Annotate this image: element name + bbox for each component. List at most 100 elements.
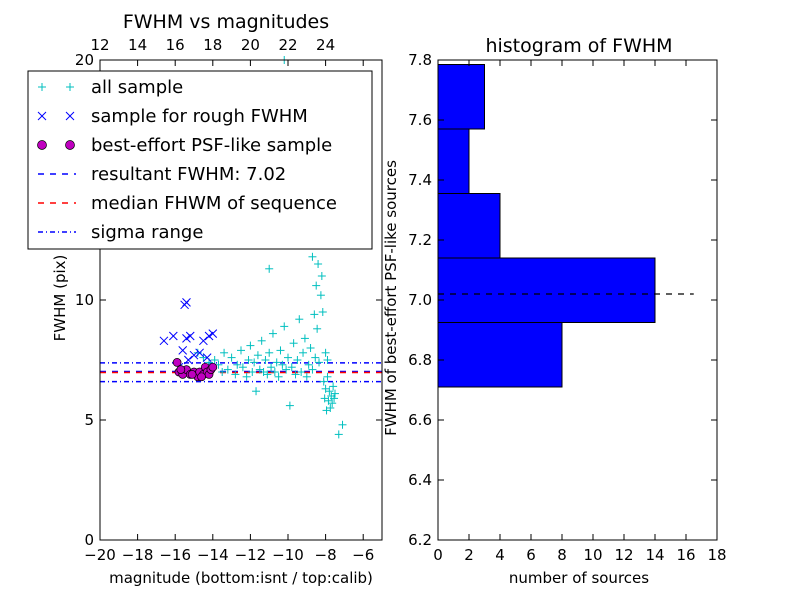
legend-label: sigma range (91, 222, 203, 243)
all-sample-point (319, 377, 328, 386)
all-sample-point (253, 351, 262, 360)
all-sample-point (227, 353, 236, 362)
all-sample-point (331, 389, 339, 398)
all-sample-point (284, 353, 292, 362)
scatter-x-tick-label: −18 (122, 546, 154, 564)
histogram-x-tick-label: 0 (433, 546, 443, 564)
histogram-y-tick-label: 7.0 (408, 291, 432, 309)
all-sample-point (250, 358, 259, 367)
scatter-x-tick-label: −16 (159, 546, 191, 564)
histogram-x-tick-label: 14 (645, 546, 664, 564)
scatter-x-tick-label: −6 (352, 546, 374, 564)
all-sample-point (272, 358, 281, 367)
scatter-series (159, 56, 347, 439)
histogram-bars (437, 64, 656, 388)
scatter-title: FWHM vs magnitudes (123, 11, 329, 33)
scatter-top-tick-label: 12 (90, 36, 109, 54)
all-sample-point (287, 363, 296, 372)
all-sample-point (317, 272, 326, 280)
histogram-x-tick-label: 2 (464, 546, 474, 564)
legend-label: resultant FWHM: 7.02 (91, 164, 286, 185)
legend-label: median FHWM of sequence (91, 193, 337, 214)
all-sample-point (270, 368, 279, 376)
all-sample-point (263, 370, 272, 379)
histogram-x-tick-label: 8 (557, 546, 567, 564)
all-sample-point (318, 308, 327, 316)
all-sample-point (328, 399, 337, 408)
scatter-x-tick-label: −14 (197, 546, 229, 564)
scatter-y-tick-label: 20 (75, 51, 94, 69)
all-sample-point (278, 360, 287, 369)
histogram-bar (437, 64, 485, 130)
all-sample-point (252, 387, 261, 396)
all-sample-point (233, 360, 242, 369)
scatter-top-tick-label: 14 (128, 36, 147, 54)
all-sample-point (293, 356, 302, 364)
all-sample-point (237, 346, 245, 355)
histogram-x-tick-label: 4 (495, 546, 505, 564)
scatter-top-tick-label: 16 (166, 36, 185, 54)
all-sample-point (315, 358, 324, 367)
best-effort-psf-like-sample-point (187, 370, 197, 379)
all-sample-point (199, 353, 208, 362)
histogram-y-tick-label: 6.8 (408, 351, 432, 369)
scatter-x-ticks: −20 −18 −16 −14 −12 −10 −8 −6 (84, 60, 374, 564)
all-sample-point (267, 363, 276, 372)
scatter-x-tick-label: −20 (84, 546, 116, 564)
best-effort-psf-like-sample-point (208, 362, 218, 372)
scatter-panel: −20 −18 −16 −14 −12 −10 −8 −6 0 5 10 20 12 14 16 18 20… (27, 11, 383, 587)
all-sample-point (325, 387, 334, 396)
sample-for-rough-fwhm-point (180, 300, 189, 310)
histogram-bar (437, 322, 563, 388)
histogram-y-tick-label: 6.2 (408, 531, 432, 549)
scatter-top-ticks: 12 14 16 18 20 22 24 (90, 36, 335, 54)
all-sample-point (276, 346, 285, 355)
all-sample-point (285, 401, 294, 410)
all-sample-point (313, 324, 322, 333)
all-sample-point (316, 291, 325, 300)
histogram-bar (437, 193, 501, 259)
sample-for-rough-fwhm-point (189, 350, 199, 360)
scatter-top-tick-label: 18 (203, 36, 222, 54)
sample-for-rough-fwhm-point (182, 334, 191, 343)
sample-for-rough-fwhm-point (195, 348, 204, 358)
all-sample-point (338, 420, 347, 429)
sample-for-rough-fwhm-point (168, 331, 178, 341)
histogram-y-tick-label: 6.4 (408, 471, 432, 489)
all-sample-point (299, 348, 308, 357)
scatter-x-tick-label: −12 (235, 546, 267, 564)
histogram-y-tick-label: 6.6 (408, 411, 432, 429)
sample-for-rough-fwhm-point (178, 346, 188, 355)
histogram-y-axis-label: FWHM of best-effort PSF-like sources (382, 160, 400, 436)
all-sample-point (295, 315, 304, 324)
histogram-x-tick-label: 18 (707, 546, 726, 564)
best-effort-psf-like-sample-point (197, 372, 206, 382)
scatter-y-tick-label: 0 (84, 531, 94, 549)
all-sample-point (220, 348, 229, 357)
scatter-x-tick-label: −10 (272, 546, 304, 564)
all-sample-point (334, 430, 343, 439)
all-sample-point (268, 329, 277, 338)
histogram-x-ticks: 0 2 4 6 8 10 12 14 16 18 (433, 60, 727, 564)
all-sample-point (300, 334, 309, 343)
all-sample-point (248, 368, 257, 376)
all-sample-point (314, 260, 323, 268)
all-sample-point (265, 348, 274, 357)
all-sample-point (244, 356, 253, 364)
legend-item: sample for rough FWHM (37, 106, 308, 127)
legend-marker (37, 140, 47, 150)
best-effort-psf-like-sample-point (176, 365, 186, 374)
histogram-x-tick-label: 12 (614, 546, 633, 564)
all-sample-point (280, 322, 289, 331)
legend-label: best-effort PSF-like sample (91, 135, 332, 156)
legend-item: sigma range (38, 222, 203, 243)
all-sample-point (306, 344, 315, 352)
scatter-top-tick-label: 20 (241, 36, 260, 54)
legend-item: all sample (38, 77, 183, 98)
sample-for-rough-fwhm-point (204, 331, 214, 341)
histogram-bar (437, 128, 470, 194)
histogram-x-tick-label: 10 (583, 546, 602, 564)
all-sample-point (242, 372, 251, 381)
all-sample-point (257, 336, 266, 345)
